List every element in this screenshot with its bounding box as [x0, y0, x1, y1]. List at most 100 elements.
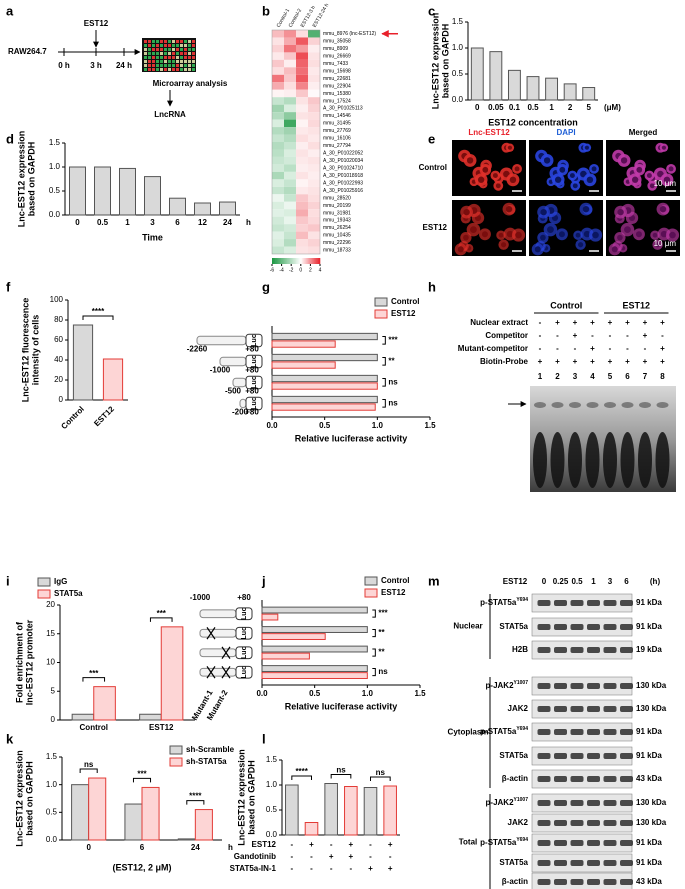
treatment-name: Gandotinib — [234, 852, 276, 861]
treatment-sign: + — [368, 864, 373, 873]
cell-core — [591, 166, 597, 172]
protein-site: Y1007 — [514, 797, 529, 803]
construct-body — [199, 609, 237, 619]
cell-core — [583, 230, 591, 238]
array-spot — [176, 64, 179, 67]
construct-start: -2260 — [187, 344, 208, 353]
panel-labels: a b c d e f g h i j k l m — [6, 3, 440, 746]
sign: - — [539, 331, 542, 340]
cell-core — [543, 157, 551, 164]
y-axis-label: Lnc-EST12 expression — [430, 13, 440, 110]
y-tick-label: 0.0 — [49, 210, 61, 219]
bar — [69, 166, 86, 216]
sign: + — [660, 344, 665, 353]
blot-band — [537, 729, 551, 735]
x-tick-label: 0.5 — [527, 103, 539, 112]
heatmap-cell — [296, 89, 308, 98]
x-tick-label: 1.0 — [372, 421, 384, 430]
colorbar-step — [284, 258, 286, 264]
cell-core — [572, 183, 578, 189]
significance-bracket — [372, 609, 376, 618]
cell-core — [660, 230, 668, 238]
y-tick-label: 60 — [54, 335, 63, 344]
row-label: mmu_31981 — [323, 210, 351, 216]
blot-band — [570, 776, 584, 782]
cell-core — [652, 232, 658, 238]
array-spot — [184, 60, 187, 63]
luc-box — [245, 333, 263, 348]
array-spot — [192, 56, 195, 59]
array-spot — [152, 56, 155, 59]
heatmap-cell — [296, 179, 308, 187]
x-tick-label: Control — [80, 723, 108, 732]
heatmap-cell — [296, 186, 308, 195]
heatmap-cell — [308, 59, 320, 68]
heatmap-cell — [284, 67, 296, 75]
heatmap-cell — [284, 239, 296, 247]
array-spot — [144, 40, 147, 43]
protein-site: Y694 — [516, 726, 528, 732]
array-spot — [148, 44, 151, 47]
array-spot — [156, 44, 159, 47]
cell-core — [617, 208, 624, 216]
significance-label: ns — [84, 760, 94, 769]
legend-label: STAT5a — [54, 589, 83, 598]
heatmap-cell — [284, 127, 296, 135]
cell-line: RAW264.7 — [8, 47, 47, 56]
cell-core — [569, 173, 575, 178]
array-spot — [184, 64, 187, 67]
array-spot — [188, 56, 191, 59]
protein-label: β-actin — [502, 877, 528, 886]
row-label: mmu_10435 — [323, 233, 351, 239]
significance-label: **** — [189, 792, 202, 801]
size-label: 91 kDa — [636, 751, 662, 760]
gel-smear — [568, 432, 582, 488]
array-spot — [164, 56, 167, 59]
bar — [160, 626, 184, 721]
bar — [545, 77, 559, 101]
sign: + — [643, 318, 648, 327]
gel-smear — [585, 432, 600, 488]
heatmap-cell — [296, 127, 308, 135]
row-label: A_30_P01025916 — [323, 188, 363, 194]
colorbar-step — [302, 258, 304, 264]
heatmap-cell — [308, 82, 320, 90]
blot-band — [603, 600, 617, 606]
array-spot — [164, 48, 167, 51]
heatmap-cell — [284, 119, 296, 128]
sign: + — [608, 318, 613, 327]
x-tick-label: EST12 — [92, 404, 116, 428]
heatmap-cell — [284, 231, 296, 240]
panel-a-schematic: RAW264.7 0 h 3 h 24 h EST12 Microarray a… — [8, 19, 228, 119]
blot-band — [620, 706, 633, 712]
array-spot — [188, 68, 191, 71]
heatmap-cell — [284, 179, 296, 187]
construct-start: -200 — [232, 407, 249, 416]
array-spot — [172, 60, 175, 63]
sign: + — [643, 357, 648, 366]
cell-core — [669, 231, 676, 239]
array-spot — [164, 68, 167, 71]
array-spot — [184, 68, 187, 71]
legend-label: IgG — [54, 577, 67, 586]
x-tick-label: 0.5 — [319, 421, 331, 430]
blot-band — [603, 860, 617, 866]
blot-band — [587, 624, 600, 630]
bar — [304, 822, 319, 836]
luc-label: Luc — [241, 607, 248, 620]
time-label: 24 h — [116, 61, 132, 70]
panel-label: h — [428, 279, 436, 294]
gel-smear — [533, 432, 547, 488]
heatmap-cell — [284, 37, 296, 45]
row-label: mmu_26669 — [323, 53, 351, 59]
mutation-mark — [206, 666, 216, 679]
heatmap-cell — [308, 134, 320, 142]
y-tick-label: 0.5 — [46, 807, 58, 816]
bar — [383, 785, 397, 836]
array-spot — [176, 60, 179, 63]
array-spot — [148, 64, 151, 67]
significance-label: *** — [378, 609, 388, 618]
y-axis-label: based on GAPDH — [440, 24, 450, 99]
array-spot — [168, 40, 171, 43]
